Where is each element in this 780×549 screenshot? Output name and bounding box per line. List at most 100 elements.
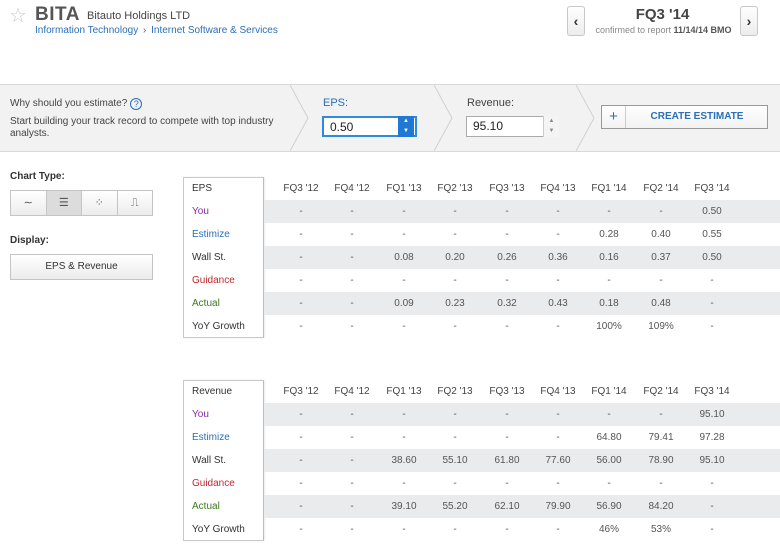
table-cell: - bbox=[350, 501, 354, 512]
quarter-header: FQ3 '12 bbox=[283, 183, 319, 194]
table-cell: - bbox=[505, 409, 509, 420]
table-cell: 109% bbox=[648, 321, 674, 332]
row-label: Actual bbox=[192, 501, 220, 512]
row-label-column bbox=[183, 177, 264, 338]
divider-chevron bbox=[576, 85, 595, 151]
table-cell: - bbox=[350, 229, 354, 240]
quarter-header: FQ3 '14 bbox=[694, 183, 730, 194]
table-cell: 0.37 bbox=[651, 252, 671, 263]
chevron-right-icon: › bbox=[746, 13, 752, 29]
divider-chevron bbox=[290, 85, 309, 151]
table-cell: 55.20 bbox=[442, 501, 468, 512]
step-chart-button[interactable]: ⎍ bbox=[118, 191, 153, 215]
line-chart-button[interactable]: ∼ bbox=[11, 191, 47, 215]
table-cell: - bbox=[350, 252, 354, 263]
scatter-icon: ⁘ bbox=[94, 197, 104, 209]
create-estimate-button[interactable]: + CREATE ESTIMATE bbox=[601, 105, 768, 129]
table-cell: - bbox=[402, 275, 406, 286]
table-cell: 0.55 bbox=[702, 229, 722, 240]
table-cell: 77.60 bbox=[545, 455, 571, 466]
scatter-chart-button[interactable]: ⁘ bbox=[82, 191, 118, 215]
table-cell: 0.09 bbox=[394, 298, 414, 309]
stepper-down-icon[interactable]: ▼ bbox=[403, 128, 409, 134]
table-cell: - bbox=[659, 478, 663, 489]
row-label: You bbox=[192, 409, 209, 420]
display-label: Display: bbox=[10, 235, 49, 246]
revenue-label: Revenue: bbox=[467, 97, 515, 109]
stepper-up-icon[interactable]: ▲ bbox=[548, 118, 555, 124]
eps-label: EPS: bbox=[323, 97, 349, 109]
table-cell: 38.60 bbox=[391, 455, 417, 466]
table-title: Revenue bbox=[192, 386, 233, 397]
table-cell: - bbox=[710, 524, 714, 535]
table-cell: 61.80 bbox=[494, 455, 520, 466]
industry-link[interactable]: Internet Software & Services bbox=[151, 25, 278, 36]
table-cell: - bbox=[350, 275, 354, 286]
table-cell: 56.90 bbox=[596, 501, 622, 512]
row-label: Actual bbox=[192, 298, 220, 309]
row-label: You bbox=[192, 206, 209, 217]
table-cell: 0.40 bbox=[651, 229, 671, 240]
table-cell: - bbox=[350, 524, 354, 535]
table-cell: - bbox=[453, 524, 457, 535]
table-row-estimize: Estimize - - - - - - 64.80 79.41 97.28 bbox=[183, 426, 780, 449]
table-cell: 97.28 bbox=[699, 432, 725, 443]
quarter-header: FQ1 '14 bbox=[591, 183, 627, 194]
table-row-you: You - - - - - - - - 95.10 bbox=[183, 403, 780, 426]
table-cell: - bbox=[556, 409, 560, 420]
table-cell: - bbox=[299, 478, 303, 489]
table-cell: 84.20 bbox=[648, 501, 674, 512]
table-cell: - bbox=[350, 409, 354, 420]
quarter-header: FQ2 '13 bbox=[437, 386, 473, 397]
company-name: Bitauto Holdings LTD bbox=[87, 10, 191, 22]
table-cell: 0.08 bbox=[394, 252, 414, 263]
table-cell: 64.80 bbox=[596, 432, 622, 443]
table-cell: - bbox=[402, 229, 406, 240]
help-icon[interactable]: ? bbox=[130, 98, 143, 110]
stepper-down-icon[interactable]: ▼ bbox=[548, 128, 555, 134]
table-row-actual: Actual - - 0.09 0.23 0.32 0.43 0.18 0.48 - bbox=[183, 292, 780, 315]
table-cell: 0.28 bbox=[599, 229, 619, 240]
revenue-input[interactable]: 95.10 bbox=[466, 116, 559, 137]
table-cell: - bbox=[350, 298, 354, 309]
table-cell: - bbox=[710, 478, 714, 489]
quarter-header: FQ4 '12 bbox=[334, 386, 370, 397]
table-cell: - bbox=[556, 206, 560, 217]
table-cell: - bbox=[402, 432, 406, 443]
breadcrumb-separator: › bbox=[143, 25, 147, 36]
table-cell: 95.10 bbox=[699, 409, 725, 420]
star-icon[interactable]: ☆ bbox=[9, 5, 27, 27]
row-label: Guidance bbox=[192, 478, 235, 489]
table-row-guidance: Guidance - - - - - - - - - bbox=[183, 472, 780, 495]
revenue-table: Revenue FQ3 '12 FQ4 '12 FQ1 '13 FQ2 '13 FQ3 '… bbox=[183, 380, 780, 541]
table-cell: - bbox=[453, 229, 457, 240]
eps-input[interactable]: 0.50 bbox=[322, 116, 417, 137]
line-chart-icon: ∼ bbox=[23, 197, 33, 209]
table-cell: - bbox=[350, 321, 354, 332]
table-cell: - bbox=[505, 275, 509, 286]
table-cell: - bbox=[299, 409, 303, 420]
previous-quarter-button[interactable]: ‹ bbox=[567, 6, 585, 36]
eps-stepper[interactable]: ▲ ▼ bbox=[398, 116, 414, 137]
display-select-button[interactable]: EPS & Revenue bbox=[10, 254, 153, 280]
row-background bbox=[264, 449, 780, 472]
table-view-button[interactable]: ☰ bbox=[46, 191, 82, 215]
table-cell: - bbox=[402, 478, 406, 489]
quarter-header: FQ4 '13 bbox=[540, 386, 576, 397]
table-cell: - bbox=[505, 321, 509, 332]
ticker-symbol: BITA bbox=[35, 4, 80, 25]
revenue-stepper[interactable]: ▲ ▼ bbox=[543, 116, 559, 137]
table-cell: - bbox=[556, 524, 560, 535]
table-cell: - bbox=[556, 275, 560, 286]
quarter-header: FQ1 '13 bbox=[386, 183, 422, 194]
company-header: ☆ BITA Bitauto Holdings LTD Information … bbox=[0, 0, 780, 84]
why-estimate-description: Start building your track record to comp… bbox=[10, 116, 274, 139]
next-quarter-button[interactable]: › bbox=[740, 6, 758, 36]
report-date: confirmed to report 11/14/14 BMO bbox=[586, 25, 741, 35]
sector-link[interactable]: Information Technology bbox=[35, 25, 139, 36]
table-cell: - bbox=[453, 409, 457, 420]
table-cell: - bbox=[453, 206, 457, 217]
stepper-up-icon[interactable]: ▲ bbox=[403, 118, 409, 124]
table-cell: 39.10 bbox=[391, 501, 417, 512]
table-cell: - bbox=[607, 275, 611, 286]
